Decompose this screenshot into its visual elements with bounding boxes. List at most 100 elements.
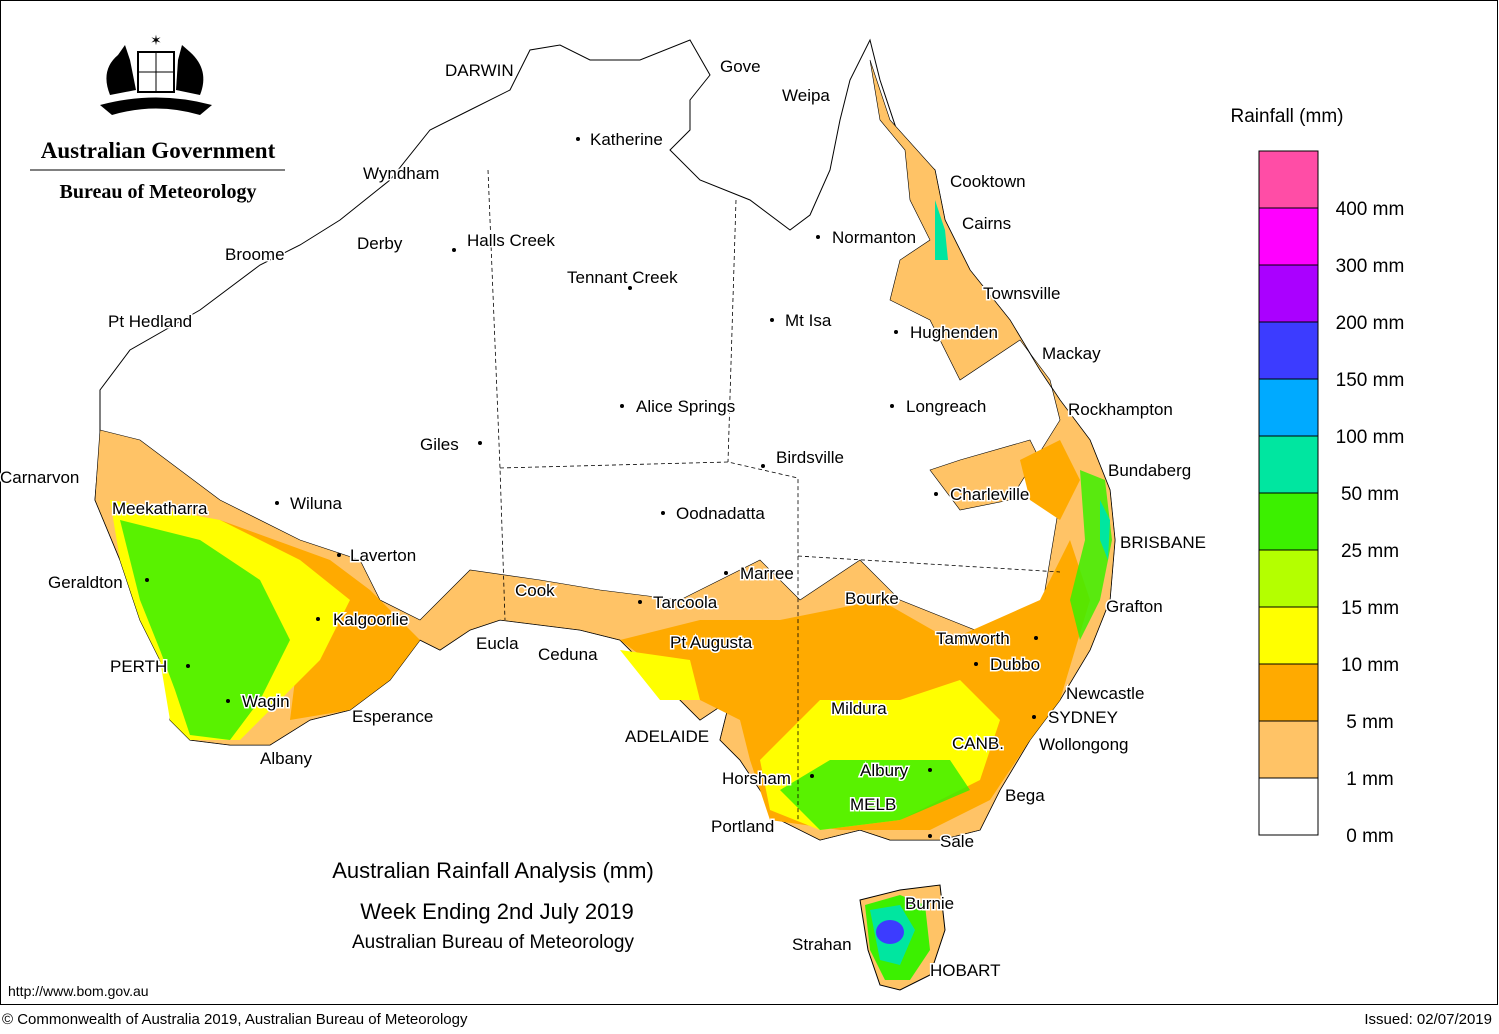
place-label: Burnie (905, 894, 954, 913)
place-label: Oodnadatta (676, 504, 765, 523)
legend-swatch (1258, 663, 1319, 722)
place-label: Tennant Creek (567, 268, 678, 287)
place-dot (724, 571, 728, 575)
place-dot (928, 768, 932, 772)
place-dot (620, 404, 624, 408)
place-label: Portland (711, 817, 774, 836)
place-label: MELB (850, 795, 896, 814)
place-label: Mt Isa (785, 311, 832, 330)
legend-swatch (1258, 606, 1319, 665)
place-label: Hughenden (910, 323, 998, 342)
map (94, 38, 1116, 991)
place-label: Bega (1005, 786, 1045, 805)
place-dot (316, 617, 320, 621)
place-label: BRISBANE (1120, 533, 1206, 552)
place-label: Giles (420, 435, 459, 454)
place-label: Bourke (845, 589, 899, 608)
place-label: Newcastle (1066, 684, 1144, 703)
legend-label: 15 mm (1341, 598, 1399, 619)
place-label: Cook (515, 581, 555, 600)
place-dot (145, 578, 149, 582)
place-label: Meekatharra (112, 499, 208, 518)
place-dot (638, 600, 642, 604)
place-dot (226, 699, 230, 703)
place-dot (890, 404, 894, 408)
place-label: Birdsville (776, 448, 844, 467)
place-label: Normanton (832, 228, 916, 247)
place-label: Tarcoola (653, 593, 718, 612)
legend-label: 200 mm (1336, 313, 1405, 334)
place-label: Tamworth (936, 629, 1010, 648)
place-dot (186, 664, 190, 668)
place-label: Pt Hedland (108, 312, 192, 331)
place-label: Pt Augusta (670, 633, 753, 652)
legend-label: 300 mm (1336, 256, 1405, 277)
place-label: Marree (740, 564, 794, 583)
legend-swatch (1258, 207, 1319, 266)
place-dot (1032, 715, 1036, 719)
place-dot (974, 662, 978, 666)
place-label: Charleville (950, 485, 1029, 504)
place-label: DARWIN (445, 61, 514, 80)
place-label: Katherine (590, 130, 663, 149)
place-dot (928, 834, 932, 838)
place-label: Eucla (476, 634, 519, 653)
place-label: Albany (260, 749, 312, 768)
legend-label: 0 mm (1346, 826, 1394, 847)
place-label: Broome (225, 245, 285, 264)
legend-swatch (1258, 321, 1319, 380)
place-dot (770, 318, 774, 322)
place-label: SYDNEY (1048, 708, 1118, 727)
place-dot (337, 553, 341, 557)
legend-swatch (1258, 150, 1319, 209)
legend-label: 5 mm (1346, 712, 1394, 733)
place-label: Wyndham (363, 164, 439, 183)
issued: Issued: 02/07/2019 (1364, 1011, 1492, 1028)
place-dot (661, 511, 665, 515)
place-dot (934, 492, 938, 496)
legend-swatch (1258, 435, 1319, 494)
place-dot (275, 501, 279, 505)
legend: 400 mm 300 mm 200 mm 150 mm 100 mm 50 mm 25 mm… (1258, 150, 1405, 847)
place-label: Esperance (352, 707, 433, 726)
place-label: Dubbo (990, 655, 1040, 674)
place-label: Halls Creek (467, 231, 555, 250)
legend-label: 10 mm (1341, 655, 1399, 676)
place-dot (576, 137, 580, 141)
place-label: HOBART (930, 961, 1001, 980)
place-dot (810, 774, 814, 778)
map-title: Australian Rainfall Analysis (mm) (332, 858, 654, 883)
svg-text:✶: ✶ (150, 32, 162, 48)
logo: ✶ (100, 32, 212, 115)
place-label: Wiluna (290, 494, 343, 513)
legend-swatch (1258, 720, 1319, 779)
place-label: Bundaberg (1108, 461, 1191, 480)
place-label: Mildura (831, 699, 887, 718)
place-label: PERTH (110, 657, 167, 676)
url: http://www.bom.gov.au (8, 983, 149, 999)
place-dot (628, 286, 632, 290)
place-label: Mackay (1042, 344, 1101, 363)
place-label: Carnarvon (0, 468, 79, 487)
legend-label: 400 mm (1336, 199, 1405, 220)
copyright: © Commonwealth of Australia 2019, Austra… (2, 1011, 468, 1028)
place-label: Ceduna (538, 645, 598, 664)
place-label: Rockhampton (1068, 400, 1173, 419)
legend-label: 50 mm (1341, 484, 1399, 505)
place-label: Gove (720, 57, 761, 76)
place-label: Albury (860, 761, 909, 780)
place-dot (478, 441, 482, 445)
place-dot (816, 235, 820, 239)
place-dot (761, 464, 765, 468)
legend-label: 25 mm (1341, 541, 1399, 562)
place-label: Sale (940, 832, 974, 851)
place-label: Kalgoorlie (333, 610, 409, 629)
legend-title: Rainfall (mm) (1231, 106, 1344, 127)
bureau: Bureau of Meteorology (59, 181, 256, 203)
place-label: Grafton (1106, 597, 1163, 616)
place-label: Strahan (792, 935, 852, 954)
agency: Australian Government (41, 138, 276, 163)
place-label: Derby (357, 234, 403, 253)
place-label: Wollongong (1039, 735, 1128, 754)
